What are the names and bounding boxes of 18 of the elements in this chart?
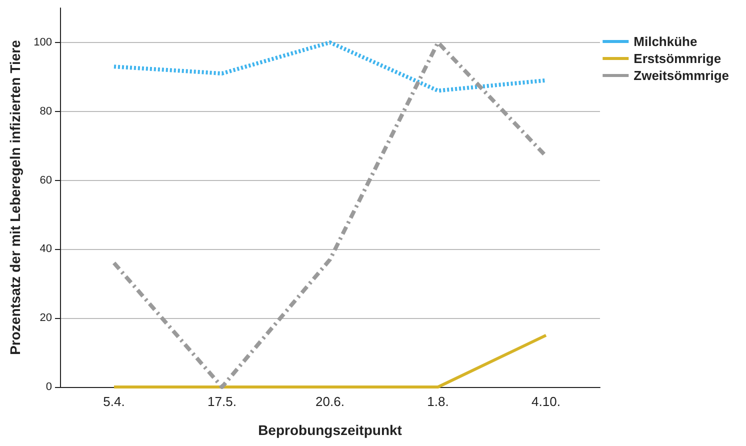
x-tick-label: 20.6.: [316, 394, 344, 409]
y-axis-title: Prozentsatz der mit Leberegeln infizierten Tiere: [7, 40, 23, 355]
x-axis-title: Beprobungszeitpunkt: [258, 422, 402, 438]
y-tick-label: 60: [40, 174, 52, 186]
line-series: [112, 40, 548, 389]
line-series: [112, 40, 548, 93]
y-tick-label: 80: [40, 105, 52, 118]
x-tick-label: 5.4.: [103, 394, 125, 409]
x-tick-label: 4.10.: [532, 394, 560, 409]
legend-label: Erstsömmrige: [634, 51, 722, 66]
x-tick-label: 17.5.: [208, 394, 236, 409]
legend-label: Zweitsömmrige: [634, 68, 730, 83]
y-tick-label: 100: [34, 36, 52, 48]
y-tick-label: 0: [46, 381, 52, 393]
y-tick-label: 40: [40, 243, 52, 256]
legend-label: Milchkühe: [634, 34, 698, 49]
y-tick-label: 20: [40, 312, 52, 324]
x-tick-label: 1.8.: [427, 394, 449, 409]
